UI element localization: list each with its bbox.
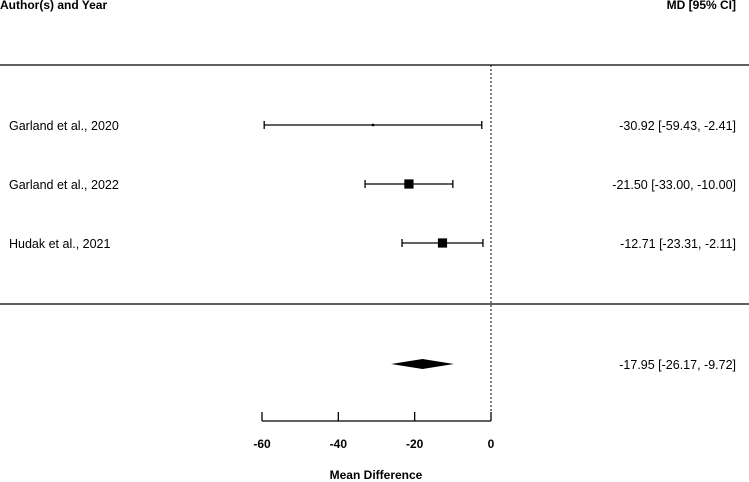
x-tick-label: 0 — [488, 437, 495, 451]
header-left: Author(s) and Year — [0, 0, 107, 12]
point-estimate-square — [404, 179, 414, 189]
x-tick-label: -60 — [253, 437, 271, 451]
study-rows: Garland et al., 2020 -30.92 [-59.43, -2.4… — [9, 119, 736, 251]
point-estimate-square — [371, 123, 375, 127]
study-row: Garland et al., 2020 -30.92 [-59.43, -2.4… — [9, 119, 736, 133]
point-estimate-square — [437, 238, 448, 248]
x-tick-label: -40 — [330, 437, 348, 451]
study-label: Garland et al., 2022 — [9, 178, 119, 192]
ci-text: -12.71 [-23.31, -2.11] — [620, 237, 736, 251]
x-axis: -60 -40 -20 0 — [253, 412, 495, 451]
ci-text: -21.50 [-33.00, -10.00] — [612, 178, 736, 192]
header-right: MD [95% CI] — [667, 0, 736, 12]
study-label: Hudak et al., 2021 — [9, 237, 111, 251]
study-row: Garland et al., 2022 -21.50 [-33.00, -10.… — [9, 178, 736, 192]
summary-ci-text: -17.95 [-26.17, -9.72] — [619, 358, 736, 372]
study-label: Garland et al., 2020 — [9, 119, 119, 133]
study-row: Hudak et al., 2021 -12.71 [-23.31, -2.11] — [9, 237, 736, 251]
summary-row: -17.95 [-26.17, -9.72] — [391, 358, 736, 372]
ci-text: -30.92 [-59.43, -2.41] — [619, 119, 736, 133]
summary-diamond — [391, 359, 454, 369]
x-tick-label: -20 — [406, 437, 424, 451]
x-axis-title: Mean Difference — [330, 468, 423, 482]
